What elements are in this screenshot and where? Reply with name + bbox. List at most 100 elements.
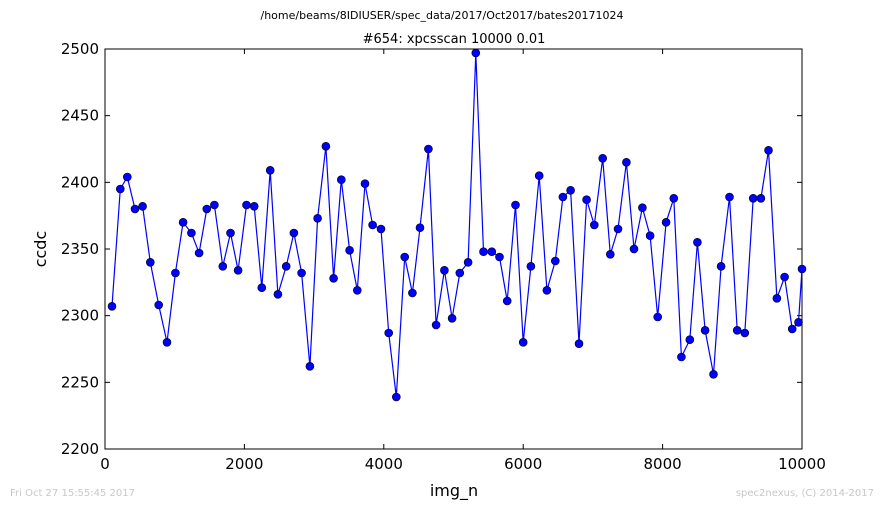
chart-title: #654: xpcsscan 10000 0.01: [363, 32, 546, 47]
data-point: [431, 320, 441, 330]
data-point: [360, 179, 370, 188]
data-point: [693, 238, 702, 247]
timestamp-footer: Fri Oct 27 15:55:45 2017: [10, 488, 136, 499]
data-point: [700, 325, 710, 335]
data-point: [178, 218, 188, 227]
data-point: [605, 250, 615, 259]
data-point: [534, 171, 544, 180]
data-point: [265, 166, 275, 175]
data-point: [171, 268, 180, 278]
data-point: [313, 214, 322, 223]
data-point: [677, 352, 686, 362]
data-point: [502, 296, 512, 306]
data-point: [740, 328, 750, 338]
data-point: [154, 300, 163, 310]
x-axis-label: img_n: [430, 481, 478, 501]
data-point: [352, 285, 362, 295]
y-tick-label: 2250: [61, 373, 99, 391]
data-point: [391, 392, 401, 402]
data-point: [376, 224, 386, 234]
data-point: [455, 268, 465, 278]
x-tick-label: 0: [100, 455, 110, 473]
data-point: [138, 202, 147, 211]
y-tick-label: 2200: [61, 440, 99, 458]
y-axis-ticks: 2200 2250 2300 2350 2400 2450 2500: [61, 40, 802, 458]
data-point: [368, 220, 377, 230]
data-point: [716, 261, 726, 271]
y-axis-label: ccdc: [31, 231, 50, 268]
data-point: [336, 175, 346, 184]
x-tick-label: 8000: [644, 455, 682, 473]
y-tick-label: 2350: [61, 240, 99, 258]
data-point: [772, 293, 782, 303]
data-point: [273, 289, 283, 299]
data-point: [685, 335, 695, 345]
file-path-header: /home/beams/8IDIUSER/spec_data/2017/Oct2…: [261, 9, 624, 22]
y-tick-label: 2300: [61, 307, 99, 325]
data-point: [797, 264, 807, 274]
data-point: [542, 285, 552, 295]
data-point: [384, 328, 394, 338]
data-point: [638, 203, 647, 212]
credit-footer: spec2nexus, (C) 2014-2017: [735, 488, 874, 499]
data-point: [329, 273, 338, 283]
data-point: [194, 248, 204, 258]
data-point: [748, 194, 758, 203]
y-tick-label: 2450: [61, 107, 99, 125]
data-point: [598, 154, 608, 163]
x-tick-label: 4000: [365, 455, 403, 473]
data-points: [107, 48, 807, 402]
data-point: [661, 218, 671, 227]
data-point: [218, 261, 228, 271]
data-point: [589, 220, 599, 230]
data-point: [447, 313, 457, 323]
y-tick-label: 2500: [61, 40, 99, 58]
data-point: [764, 146, 773, 155]
data-point: [281, 261, 291, 271]
data-point: [725, 192, 734, 202]
data-point: [479, 247, 488, 256]
data-point: [613, 224, 623, 234]
data-point: [653, 312, 663, 322]
data-point: [233, 265, 243, 275]
x-axis-ticks: 0 2000 4000 6000 8000 10000: [100, 49, 826, 473]
data-point: [645, 231, 655, 240]
data-point: [709, 369, 718, 379]
data-point: [574, 339, 584, 349]
data-point: [518, 337, 528, 347]
data-point: [440, 265, 449, 275]
data-point: [526, 261, 536, 271]
data-point: [242, 200, 251, 210]
data-point: [463, 257, 473, 267]
data-point: [550, 256, 560, 266]
data-point: [210, 200, 219, 210]
x-tick-label: 10000: [778, 455, 826, 473]
data-point: [495, 252, 504, 262]
plot-frame: [104, 48, 803, 450]
y-tick-label: 2400: [61, 173, 99, 191]
data-point: [511, 200, 520, 210]
data-point: [408, 288, 417, 298]
data-point: [471, 48, 481, 58]
data-point: [415, 223, 425, 232]
data-point: [162, 337, 172, 347]
data-point: [202, 204, 212, 214]
data-point: [257, 283, 267, 293]
data-point: [582, 195, 591, 204]
data-point: [107, 301, 117, 311]
data-point: [558, 192, 568, 202]
data-point: [780, 272, 789, 282]
data-point: [629, 244, 639, 254]
x-tick-label: 2000: [225, 455, 263, 473]
data-point: [249, 202, 259, 211]
data-point: [146, 257, 155, 267]
data-point: [123, 172, 132, 182]
data-point: [297, 268, 306, 278]
data-point: [400, 252, 410, 262]
data-point: [487, 247, 497, 256]
data-point: [305, 361, 315, 371]
data-point: [787, 324, 797, 334]
data-point: [187, 228, 196, 238]
data-point: [116, 184, 125, 194]
